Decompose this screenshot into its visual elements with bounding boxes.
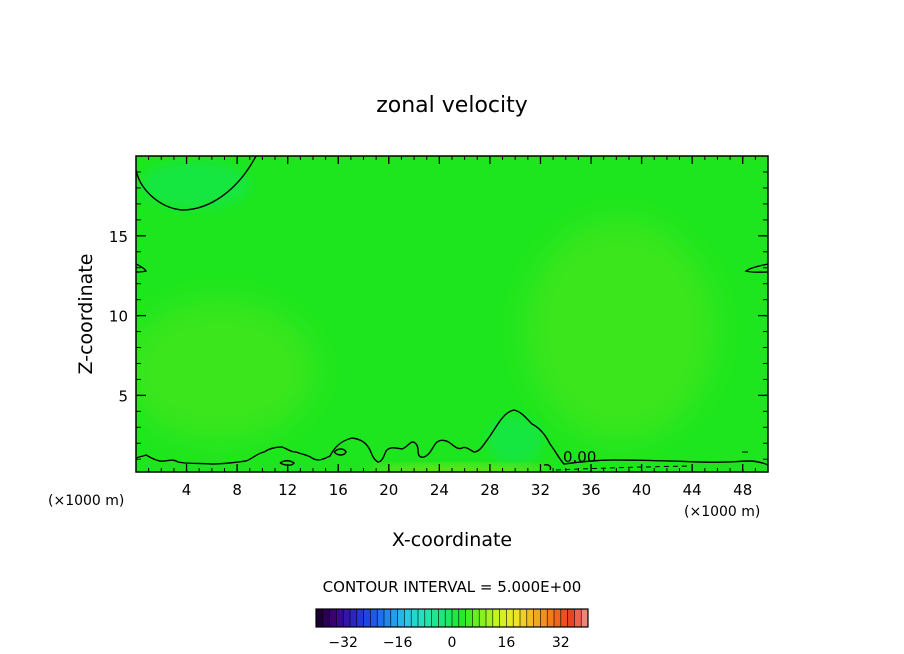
region-moderate-positive	[370, 465, 550, 472]
y-tick-label: 15	[109, 228, 128, 246]
colorbar-swatch	[316, 609, 324, 627]
colorbar-swatch	[567, 609, 575, 627]
contour-interval: CONTOUR INTERVAL = 5.000E+00	[323, 578, 582, 596]
colorbar-swatch	[581, 609, 589, 627]
x-tick-label: 32	[531, 481, 550, 499]
contour-lines	[136, 156, 768, 471]
colorbar-swatch	[322, 609, 331, 627]
contour-left-edge	[136, 263, 148, 273]
contour-dashed-negative	[555, 465, 691, 471]
x-tick-label: 16	[329, 481, 348, 499]
x-tick-label: 8	[232, 481, 242, 499]
y-tick-label: 10	[109, 308, 128, 326]
colorbar-swatch	[384, 609, 392, 627]
colorbar-swatch	[526, 609, 535, 627]
colorbar-swatch	[390, 609, 399, 627]
contour-blob-3	[543, 464, 552, 471]
colorbar-swatch	[520, 609, 528, 627]
colorbar-tick-label: 16	[497, 635, 515, 651]
x-tick-label: 12	[278, 481, 297, 499]
colorbar-swatch	[329, 609, 337, 627]
x-tick-label: 4	[182, 481, 192, 499]
region-weak-positive-west	[136, 300, 315, 440]
colorbar-swatch	[431, 609, 439, 627]
colorbar-tick-label: 32	[552, 635, 570, 651]
region-weak-positive-east	[525, 220, 715, 440]
contour-right-edge	[744, 263, 768, 273]
colorbar-tick-label: −16	[383, 635, 413, 651]
colorbar-swatch	[343, 609, 351, 627]
colorbar-swatch	[397, 609, 405, 627]
field-regions	[136, 161, 715, 472]
contour-blob-2	[333, 448, 347, 456]
x-tick-label: 36	[581, 481, 600, 499]
x-tick-label: 28	[480, 481, 499, 499]
x-units-left: (×1000 m)	[48, 493, 124, 509]
y-tick-label: 5	[118, 387, 128, 405]
colorbar-swatch	[458, 609, 467, 627]
colorbar-swatch	[370, 609, 378, 627]
contour-blob-1	[279, 460, 295, 466]
y-axis-label: Z-coordinate	[75, 254, 97, 375]
colorbar-frame	[315, 608, 589, 628]
region-negative-core	[487, 416, 543, 464]
colorbar: −32 −16 0 16 32	[315, 608, 589, 651]
x-tick-label: 48	[733, 481, 752, 499]
colorbar-swatch	[452, 609, 460, 627]
colorbar-swatch	[540, 609, 548, 627]
colorbar-tick-label: −32	[328, 635, 358, 651]
colorbar-swatch	[350, 609, 358, 627]
x-units-right: (×1000 m)	[684, 504, 760, 520]
colorbar-swatch	[363, 609, 371, 627]
colorbar-swatch	[377, 609, 385, 627]
colorbar-swatch	[438, 609, 446, 627]
chart-title: zonal velocity	[376, 93, 528, 118]
colorbar-swatch	[547, 609, 555, 627]
colorbar-swatch	[554, 609, 562, 627]
velocity-field	[136, 156, 768, 472]
colorbar-swatch	[404, 609, 412, 627]
region-negative-top	[140, 161, 250, 209]
contour-top-left	[136, 156, 257, 211]
colorbar-swatch	[472, 609, 480, 627]
colorbar-tick-label: 0	[448, 635, 457, 651]
colorbar-swatch	[424, 609, 433, 627]
contour-zero-line	[136, 409, 768, 466]
colorbar-swatch	[492, 609, 501, 627]
colorbar-swatch	[356, 609, 365, 627]
colorbar-swatch	[336, 609, 344, 627]
x-axis-label: X-coordinate	[392, 529, 512, 551]
colorbar-swatch	[445, 609, 453, 627]
colorbar-swatch	[486, 609, 494, 627]
contour-label: 0.00	[563, 448, 596, 466]
colorbar-swatch	[506, 609, 514, 627]
colorbar-swatch	[479, 609, 487, 627]
colorbar-swatch	[533, 609, 541, 627]
colorbar-swatch	[465, 609, 473, 627]
x-tick-label: 20	[379, 481, 398, 499]
x-tick-label: 44	[683, 481, 702, 499]
colorbar-swatch	[499, 609, 507, 627]
colorbar-swatch	[560, 609, 569, 627]
x-tick-label: 24	[430, 481, 449, 499]
colorbar-swatch	[418, 609, 426, 627]
colorbar-swatch	[574, 609, 582, 627]
x-tick-label: 40	[632, 481, 651, 499]
colorbar-swatch	[411, 609, 419, 627]
colorbar-swatch	[513, 609, 521, 627]
